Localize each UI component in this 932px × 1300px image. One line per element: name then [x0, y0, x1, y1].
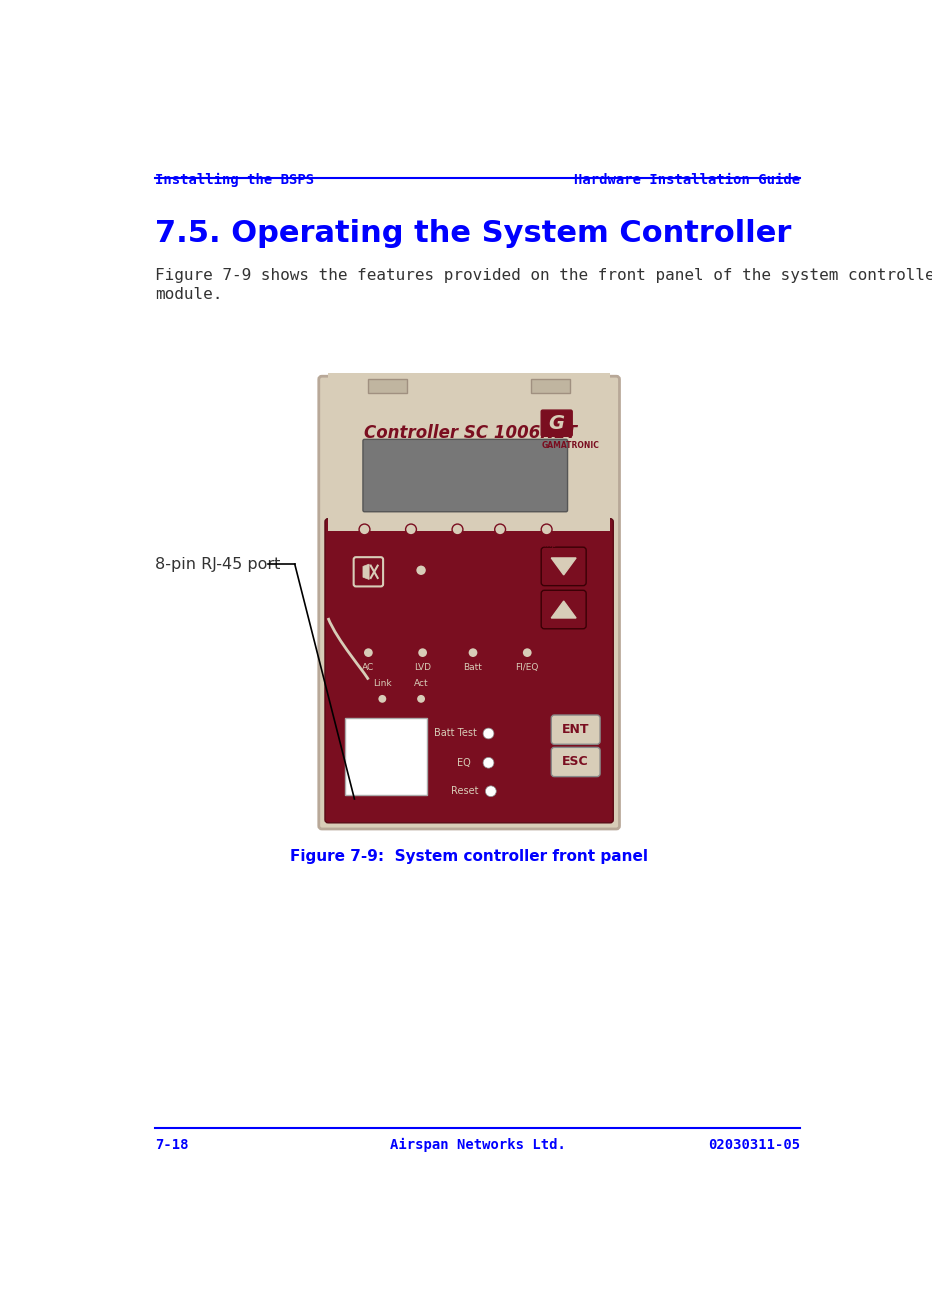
FancyBboxPatch shape: [541, 590, 586, 629]
Polygon shape: [363, 564, 369, 580]
Text: ENT: ENT: [562, 723, 589, 736]
Text: GAMATRONIC: GAMATRONIC: [541, 441, 599, 450]
Text: FI/EQ: FI/EQ: [515, 663, 539, 672]
Text: Airspan Networks Ltd.: Airspan Networks Ltd.: [390, 1138, 566, 1152]
Circle shape: [541, 524, 552, 534]
Bar: [345, 718, 427, 796]
FancyBboxPatch shape: [551, 747, 600, 776]
Text: G: G: [549, 413, 565, 433]
Circle shape: [468, 647, 478, 658]
Circle shape: [495, 524, 505, 534]
Text: ESC: ESC: [562, 755, 589, 768]
Polygon shape: [551, 558, 576, 575]
Text: A Load: A Load: [487, 541, 514, 549]
Circle shape: [405, 524, 417, 534]
FancyBboxPatch shape: [325, 519, 613, 823]
Text: A Batt: A Batt: [445, 541, 470, 549]
Circle shape: [418, 647, 428, 658]
FancyBboxPatch shape: [363, 439, 568, 512]
Text: module.: module.: [156, 287, 223, 302]
Text: AC: AC: [363, 663, 375, 672]
Text: Batt: Batt: [463, 663, 483, 672]
Text: Fault: Fault: [407, 581, 435, 592]
Circle shape: [416, 566, 427, 576]
FancyBboxPatch shape: [551, 715, 600, 745]
Text: 7-18: 7-18: [156, 1138, 189, 1152]
FancyBboxPatch shape: [353, 558, 383, 586]
Bar: [328, 373, 610, 530]
Polygon shape: [551, 601, 576, 618]
Text: LVD: LVD: [414, 663, 432, 672]
Text: Controller SC 1006NET: Controller SC 1006NET: [364, 424, 578, 442]
Text: Act: Act: [414, 679, 429, 688]
FancyBboxPatch shape: [319, 376, 620, 829]
Bar: [531, 380, 569, 393]
Circle shape: [377, 694, 387, 703]
Text: A Rect: A Rect: [399, 541, 423, 549]
Circle shape: [483, 758, 494, 768]
Text: 7.5. Operating the System Controller: 7.5. Operating the System Controller: [156, 220, 791, 248]
Circle shape: [522, 647, 533, 658]
Text: Reset: Reset: [451, 786, 478, 796]
Text: Hardware Installation Guide: Hardware Installation Guide: [574, 173, 800, 187]
FancyBboxPatch shape: [541, 547, 586, 586]
Text: Display: Display: [473, 588, 519, 597]
Text: V DC: V DC: [355, 541, 374, 549]
Text: 02030311-05: 02030311-05: [708, 1138, 800, 1152]
Text: EQ: EQ: [457, 758, 471, 768]
Text: 8-pin RJ-45 port: 8-pin RJ-45 port: [156, 556, 281, 572]
Text: Figure 7-9 shows the features provided on the front panel of the system controll: Figure 7-9 shows the features provided o…: [156, 268, 932, 282]
Circle shape: [483, 728, 494, 738]
Circle shape: [486, 786, 496, 797]
Text: Temp: Temp: [537, 541, 556, 549]
Circle shape: [363, 647, 374, 658]
Circle shape: [452, 524, 463, 534]
Text: Installing the BSPS: Installing the BSPS: [156, 173, 314, 187]
Text: Link: Link: [373, 679, 391, 688]
FancyBboxPatch shape: [541, 410, 572, 437]
Text: Batt Test: Batt Test: [434, 728, 477, 738]
Circle shape: [359, 524, 370, 534]
Text: Figure 7-9:  System controller front panel: Figure 7-9: System controller front pane…: [290, 849, 648, 864]
Circle shape: [417, 694, 426, 703]
Bar: [368, 380, 407, 393]
